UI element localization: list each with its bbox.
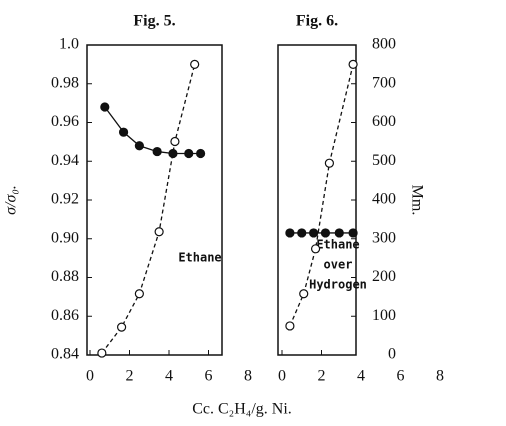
x-axis-label: Cc. C₂H₄/g. Ni. xyxy=(192,401,292,418)
data-point xyxy=(134,141,144,151)
y2-tick-label: 800 xyxy=(372,36,396,53)
data-point xyxy=(320,228,331,238)
data-point xyxy=(309,228,319,238)
x-tick-label: 6 xyxy=(397,368,405,385)
x-tick-label: 8 xyxy=(436,368,444,385)
y-tick-label: 0.84 xyxy=(51,346,79,363)
y2-axis-label: Mm. xyxy=(408,185,425,216)
chart-title: Fig. 6. xyxy=(296,13,338,30)
x-tick-label: 0 xyxy=(86,368,94,385)
data-point xyxy=(190,59,200,69)
series-line xyxy=(104,106,201,155)
y-tick-label: 1.0 xyxy=(59,36,79,53)
y-tick-label: 0.92 xyxy=(51,191,79,208)
y-axis-label: σ/σ₀. xyxy=(3,185,20,215)
data-point xyxy=(297,228,307,238)
x-tick-label: 0 xyxy=(278,368,286,385)
annotation: over xyxy=(324,258,353,272)
data-point xyxy=(334,228,344,238)
series-line xyxy=(289,64,354,327)
y2-tick-label: 600 xyxy=(372,113,396,130)
y2-tick-label: 700 xyxy=(372,74,396,91)
annotation: Hydrogen xyxy=(309,278,367,292)
data-point xyxy=(184,148,194,159)
y2-tick-label: 400 xyxy=(372,191,396,208)
annotation: Ethane xyxy=(316,238,359,252)
series-line xyxy=(101,64,196,354)
x-tick-label: 6 xyxy=(205,368,213,385)
data-point xyxy=(299,289,309,299)
x-tick-label: 8 xyxy=(244,368,252,385)
y2-tick-label: 0 xyxy=(388,346,396,363)
y-tick-label: 0.88 xyxy=(51,268,79,285)
y-tick-label: 0.94 xyxy=(51,152,79,169)
x-tick-label: 2 xyxy=(126,368,134,385)
y-tick-label: 0.96 xyxy=(51,113,79,130)
y2-tick-label: 500 xyxy=(372,152,396,169)
y-tick-label: 0.86 xyxy=(51,307,79,324)
data-point xyxy=(100,102,110,112)
y-tick-label: 0.90 xyxy=(51,229,79,246)
annotation: Ethane xyxy=(178,251,221,265)
chart-title: Fig. 5. xyxy=(133,13,175,30)
data-point xyxy=(134,289,144,299)
data-point xyxy=(310,244,321,254)
data-point xyxy=(196,148,206,159)
x-tick-label: 4 xyxy=(357,368,365,385)
data-point xyxy=(152,146,162,157)
plot-frame xyxy=(277,44,357,356)
data-point xyxy=(285,228,295,238)
y2-tick-label: 100 xyxy=(372,307,396,324)
data-point xyxy=(170,136,180,147)
data-point xyxy=(348,228,358,238)
y2-tick-label: 300 xyxy=(372,229,396,246)
plot-frame xyxy=(86,44,223,356)
y2-tick-label: 200 xyxy=(372,268,396,285)
data-point xyxy=(285,321,295,331)
data-point xyxy=(324,158,334,168)
x-tick-label: 4 xyxy=(165,368,173,385)
y-tick-label: 0.98 xyxy=(51,74,79,91)
data-point xyxy=(348,59,358,69)
x-tick-label: 2 xyxy=(318,368,326,385)
data-point xyxy=(118,127,129,137)
data-point xyxy=(154,227,164,237)
data-point xyxy=(97,348,107,358)
data-point xyxy=(116,322,127,332)
